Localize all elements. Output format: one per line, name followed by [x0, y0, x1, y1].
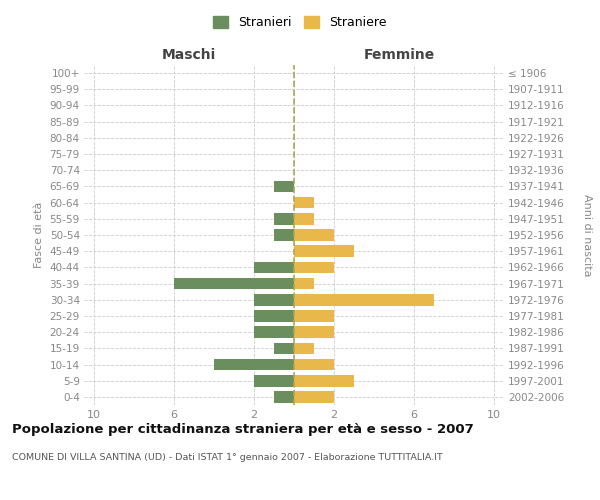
Bar — [254, 294, 294, 306]
Bar — [294, 358, 334, 370]
Text: Maschi: Maschi — [162, 48, 216, 62]
Y-axis label: Fasce di età: Fasce di età — [34, 202, 44, 268]
Text: COMUNE DI VILLA SANTINA (UD) - Dati ISTAT 1° gennaio 2007 - Elaborazione TUTTITA: COMUNE DI VILLA SANTINA (UD) - Dati ISTA… — [12, 452, 443, 462]
Bar — [294, 229, 334, 241]
Legend: Stranieri, Straniere: Stranieri, Straniere — [208, 11, 392, 34]
Bar — [294, 197, 314, 208]
Bar — [294, 278, 314, 289]
Bar — [254, 262, 294, 273]
Bar — [294, 262, 334, 273]
Bar — [294, 342, 314, 354]
Text: Popolazione per cittadinanza straniera per età e sesso - 2007: Popolazione per cittadinanza straniera p… — [12, 422, 474, 436]
Y-axis label: Anni di nascita: Anni di nascita — [581, 194, 592, 276]
Bar — [274, 391, 294, 402]
Bar — [274, 229, 294, 241]
Bar — [254, 310, 294, 322]
Bar — [174, 278, 294, 289]
Bar — [294, 294, 434, 306]
Bar — [274, 342, 294, 354]
Bar — [274, 213, 294, 224]
Bar — [274, 180, 294, 192]
Text: Femmine: Femmine — [364, 48, 434, 62]
Bar — [294, 375, 354, 386]
Bar — [254, 375, 294, 386]
Bar — [294, 310, 334, 322]
Bar — [294, 326, 334, 338]
Bar — [294, 213, 314, 224]
Bar — [294, 391, 334, 402]
Bar — [254, 326, 294, 338]
Bar — [214, 358, 294, 370]
Bar — [294, 246, 354, 257]
